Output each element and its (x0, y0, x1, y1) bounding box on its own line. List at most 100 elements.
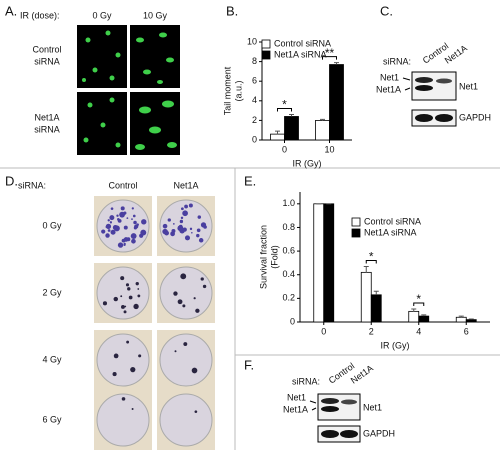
colony (123, 225, 128, 230)
colony (189, 227, 193, 231)
arrow (402, 77, 411, 91)
y-axis-label: (Fold) (269, 245, 279, 269)
panel-label: D. (5, 173, 18, 188)
significance-mark: ** (325, 46, 335, 60)
comet-images (77, 25, 180, 155)
arrow (309, 400, 317, 411)
colony (121, 397, 126, 401)
error-bar (468, 318, 474, 320)
error-bar (411, 308, 417, 312)
panel-label: F. (244, 357, 254, 372)
colony (188, 203, 193, 208)
colony (180, 216, 184, 220)
x-axis-label: IR (Gy) (293, 158, 322, 168)
colony (105, 233, 110, 238)
colony (126, 340, 130, 344)
bar (418, 315, 430, 323)
blot-label: Net1 (363, 402, 382, 412)
bar (360, 271, 372, 323)
panel-label: A. (5, 3, 17, 18)
column-label: Net1A (173, 180, 198, 190)
colony (109, 221, 113, 224)
bar (455, 316, 467, 323)
y-axis-label: (a.u.) (233, 80, 243, 101)
colony (123, 237, 129, 242)
x-tick-label: 10 (324, 144, 334, 154)
band-label: Net1A (283, 404, 308, 414)
y-tick-label: 4 (252, 95, 257, 105)
western-blot (411, 71, 457, 127)
x-tick-label: 4 (416, 326, 421, 336)
colony (184, 204, 188, 209)
y-tick-label: 10 (247, 36, 257, 46)
colony (133, 220, 137, 225)
colony (133, 303, 139, 310)
y-tick-label: 2 (252, 115, 257, 125)
colony (119, 211, 125, 218)
bar (313, 203, 325, 323)
y-tick-label: 6 (252, 76, 257, 86)
x-axis-label: IR (Gy) (381, 340, 410, 350)
colony (120, 276, 125, 281)
colony (110, 229, 116, 235)
colony (194, 410, 198, 414)
error-bar (334, 62, 339, 65)
band-label: Net1 (380, 72, 399, 82)
colony (112, 372, 117, 377)
colony (131, 218, 133, 220)
blot-label: Net1 (459, 81, 478, 91)
significance-mark: * (282, 98, 287, 112)
colony (196, 228, 201, 233)
colony (107, 229, 111, 232)
legend-swatch (351, 217, 361, 227)
colony (179, 219, 184, 224)
colony (123, 310, 127, 314)
colony (120, 295, 123, 298)
colony (140, 229, 147, 236)
x-tick-label: 6 (464, 326, 469, 336)
plate (96, 393, 150, 447)
colony (141, 219, 147, 225)
legend-swatch (261, 39, 271, 49)
colony (131, 207, 134, 210)
significance-mark: * (416, 292, 421, 306)
colony-plates (94, 196, 215, 450)
row-label: Net1A (34, 112, 59, 122)
legend-swatch (351, 228, 361, 238)
colony (191, 231, 193, 234)
significance-mark: * (369, 250, 374, 264)
column-label: 10 Gy (143, 10, 168, 20)
y-axis-label: Survival fraction (258, 225, 268, 289)
colony (113, 296, 119, 302)
colony (174, 350, 177, 353)
colony (110, 207, 114, 210)
colony (173, 291, 178, 296)
colony (130, 367, 136, 373)
colony (131, 407, 134, 410)
row-label: 0 Gy (42, 220, 62, 230)
colony (134, 224, 139, 229)
panel-label: B. (226, 3, 238, 18)
colony (126, 217, 129, 219)
colony (180, 273, 187, 280)
error-bar (275, 130, 280, 135)
legend-swatch (261, 50, 271, 60)
colony (195, 308, 200, 313)
y-tick-label: 0 (252, 134, 257, 144)
colony (105, 223, 112, 230)
colony (130, 233, 137, 239)
band-label: Net1A (376, 84, 401, 94)
legend-label: Control siRNA (364, 216, 421, 226)
bar (284, 116, 299, 141)
colony (109, 215, 115, 221)
colony (182, 210, 188, 217)
bar (370, 294, 382, 323)
sirna-label: siRNA: (18, 180, 46, 190)
sirna-label: siRNA: (383, 56, 411, 66)
sirna-label: siRNA: (292, 376, 320, 386)
row-label: Control (32, 44, 61, 54)
bar (323, 203, 335, 323)
colony (177, 225, 184, 232)
colony (202, 284, 207, 289)
error-bar (421, 314, 427, 317)
